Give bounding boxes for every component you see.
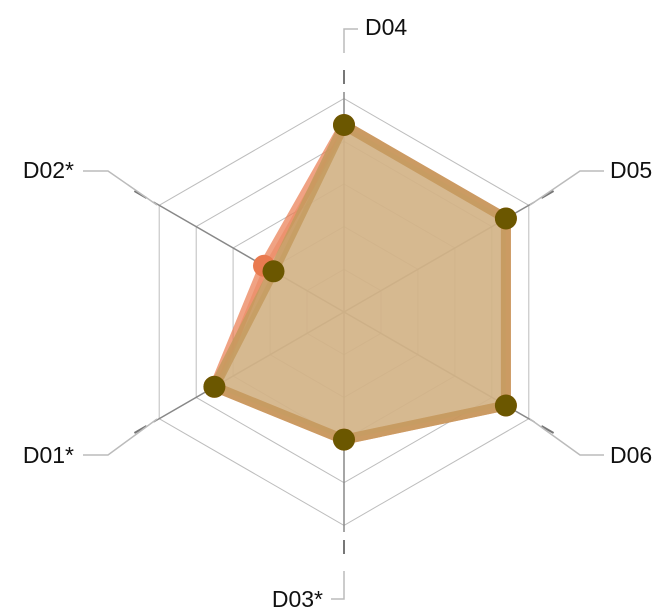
data-point [333, 428, 355, 451]
data-point [494, 207, 517, 230]
axis-tick [540, 425, 555, 434]
data-point [203, 375, 226, 398]
axis-label-leader [83, 170, 158, 206]
axis-label-leader [331, 571, 345, 600]
axis-label: D04 [365, 14, 407, 40]
axis-label: D01* [23, 442, 74, 468]
axis-label-leader [343, 28, 358, 53]
axis-label: D02* [23, 157, 74, 183]
axis-tick [540, 190, 555, 199]
axis-tick [133, 425, 148, 434]
axis-label-leader [83, 418, 158, 456]
series-layer [203, 114, 517, 451]
data-point [333, 114, 355, 136]
label-layer: D04 D05 D06 D03* D01* D02* [23, 14, 652, 612]
data-point [262, 260, 285, 283]
axis-label-leader [529, 170, 604, 206]
data-point [494, 394, 517, 417]
axis-label-leader [529, 418, 604, 456]
axis-label: D05 [610, 157, 652, 183]
axis-label: D06 [610, 442, 652, 468]
series-area [214, 125, 506, 440]
axis-label: D03* [272, 586, 323, 610]
